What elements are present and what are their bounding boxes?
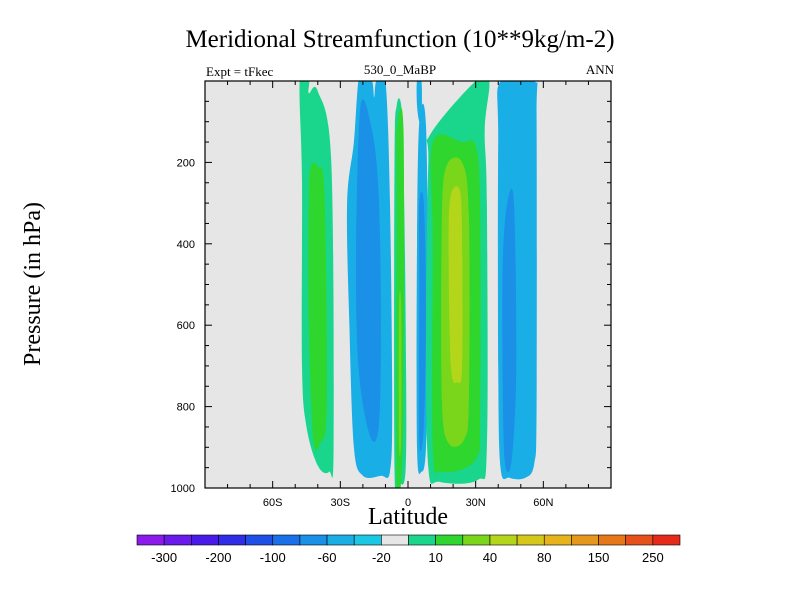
colorbar-box [218, 534, 246, 546]
colorbar-label: -100 [260, 550, 286, 565]
y-tick-label: 600 [177, 320, 195, 332]
colorbar-box [435, 534, 464, 546]
colorbar-box [353, 534, 382, 546]
contour-region-13 [448, 186, 463, 384]
contour-region-9 [418, 191, 426, 452]
colorbar-box [163, 534, 192, 546]
contour-region-1 [308, 162, 328, 451]
colorbar-label: -200 [205, 550, 231, 565]
y-tick-label: 1000 [171, 483, 195, 495]
colorbar-box [326, 534, 355, 546]
colorbar-box [625, 534, 654, 546]
colorbar-box [598, 534, 626, 546]
colorbar-label: 150 [588, 550, 610, 565]
colorbar-label: 250 [642, 550, 664, 565]
chart-title: Meridional Streamfunction (10**9kg/m-2) [185, 26, 615, 53]
colorbar-box [272, 534, 301, 546]
colorbar-label: -60 [318, 550, 337, 565]
experiment-label: Expt = tFkec [206, 64, 274, 79]
contour-region-3 [355, 99, 381, 442]
colorbar-box [191, 534, 219, 546]
colorbar-box [408, 534, 436, 546]
colorbar-box [381, 534, 409, 546]
y-tick-label: 400 [177, 239, 195, 251]
x-tick-label: 30S [331, 497, 351, 509]
colorbar-label: -20 [372, 550, 391, 565]
season-label: ANN [585, 62, 614, 77]
colorbar-box [516, 534, 545, 546]
colorbar-label: -300 [151, 550, 177, 565]
colorbar-box [299, 534, 328, 546]
contour-region-15 [502, 188, 517, 473]
colorbar-box [245, 534, 274, 546]
colorbar-box [652, 534, 681, 546]
colorbar-box [136, 534, 165, 546]
plot-background [205, 81, 611, 488]
colorbar-box [543, 534, 572, 546]
colorbar-label: 10 [428, 550, 442, 565]
x-tick-label: 60N [533, 497, 553, 509]
colorbar-label: 80 [537, 550, 551, 565]
colorbar-box [489, 534, 518, 546]
x-tick-label: 60S [263, 497, 283, 509]
y-tick-label: 200 [177, 157, 195, 169]
y-tick-label: 800 [177, 402, 195, 414]
colorbar-label: 40 [483, 550, 497, 565]
colorbar-box [462, 534, 491, 546]
x-axis-label: Latitude [368, 504, 448, 530]
contour-region-6 [398, 290, 402, 457]
x-tick-label: 30N [466, 497, 486, 509]
colorbar-box [571, 534, 599, 546]
time-label: 530_0_MaBP [363, 62, 437, 77]
x-tick-label: 0 [405, 497, 411, 509]
